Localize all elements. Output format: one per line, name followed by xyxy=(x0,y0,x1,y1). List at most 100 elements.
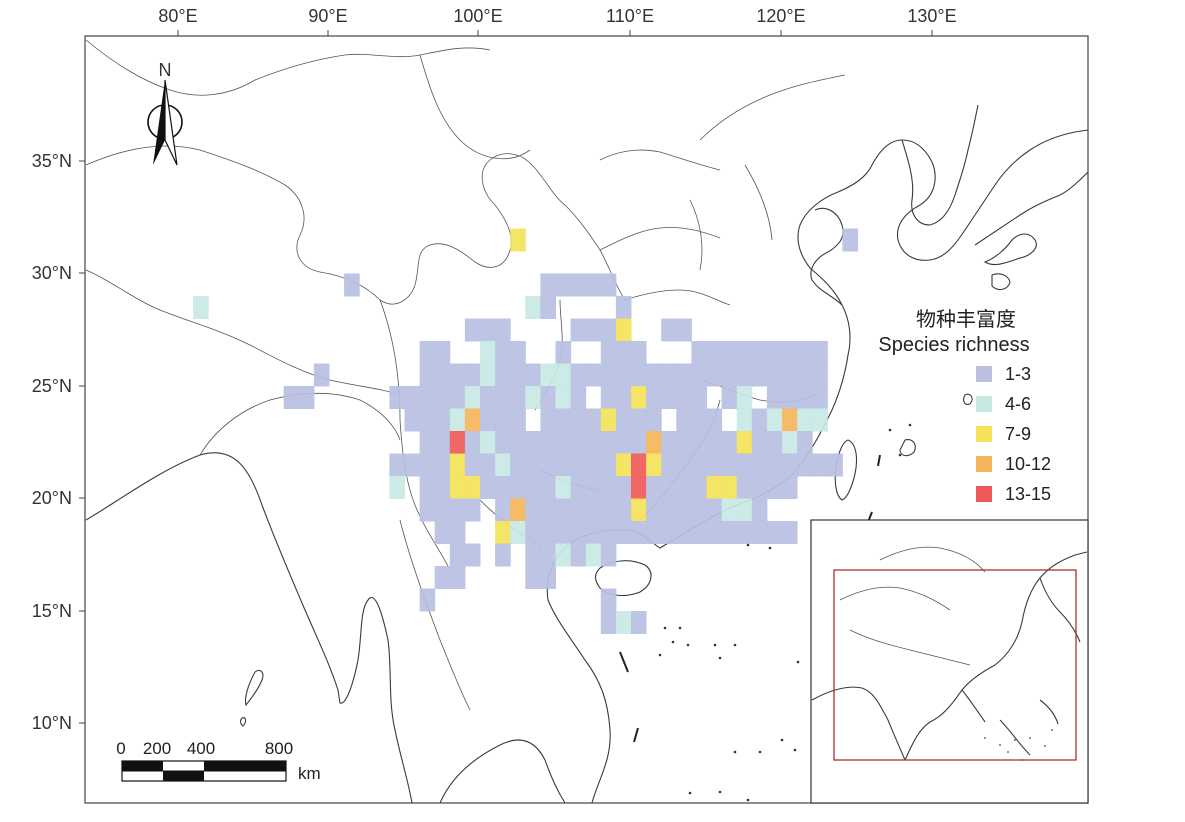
richness-cell xyxy=(525,521,541,544)
richness-cell xyxy=(631,386,647,409)
richness-cell xyxy=(510,498,526,522)
richness-cell xyxy=(782,431,798,454)
richness-cell xyxy=(449,453,466,477)
legend-items: 1-3 4-6 7-9 10-12 13-15 xyxy=(976,364,1051,504)
richness-cell xyxy=(751,431,768,454)
richness-cell xyxy=(600,273,617,297)
richness-cell xyxy=(721,386,738,409)
scale-label-200: 200 xyxy=(143,739,171,758)
richness-cell xyxy=(525,386,541,409)
richness-cell xyxy=(434,453,451,477)
richness-cell xyxy=(540,453,556,477)
richness-cell xyxy=(585,431,602,454)
richness-cell xyxy=(706,363,723,387)
richness-cell xyxy=(812,453,828,477)
richness-cell xyxy=(691,431,707,454)
richness-cell xyxy=(691,386,707,409)
richness-cell xyxy=(646,453,662,477)
richness-cell xyxy=(721,498,738,522)
richness-cell xyxy=(600,386,617,409)
richness-cell xyxy=(570,363,587,387)
richness-cell xyxy=(615,611,632,634)
richness-cell xyxy=(736,431,753,454)
richness-cell xyxy=(631,453,647,477)
richness-cell xyxy=(570,431,587,454)
island-dots xyxy=(658,423,912,802)
richness-cell xyxy=(495,543,511,567)
richness-cell xyxy=(661,386,677,409)
richness-cell xyxy=(706,521,723,544)
richness-cell xyxy=(646,431,662,454)
richness-cell xyxy=(419,476,436,499)
richness-cell xyxy=(570,386,587,409)
richness-cell xyxy=(525,543,541,567)
richness-cell xyxy=(419,588,436,612)
richness-cell xyxy=(555,453,572,477)
richness-cell xyxy=(691,498,707,522)
richness-cell xyxy=(691,521,707,544)
scale-label-400: 400 xyxy=(187,739,215,758)
lon-label-110: 110°E xyxy=(606,6,654,26)
richness-cell xyxy=(464,363,481,387)
richness-cell xyxy=(495,386,511,409)
richness-cell xyxy=(600,408,617,432)
richness-cell xyxy=(736,476,753,499)
richness-cell xyxy=(449,408,466,432)
richness-cell xyxy=(646,386,662,409)
legend-title-cn: 物种丰富度 xyxy=(916,308,1016,331)
richness-cell xyxy=(464,386,481,409)
richness-cell xyxy=(540,363,556,387)
richness-cell xyxy=(540,566,556,589)
richness-cell xyxy=(797,453,813,477)
richness-cell xyxy=(721,363,738,387)
richness-cell xyxy=(706,453,723,477)
richness-cell xyxy=(615,431,632,454)
scale-label-0: 0 xyxy=(116,739,125,758)
richness-cell xyxy=(782,408,798,432)
richness-cell xyxy=(480,318,496,342)
richness-cell xyxy=(419,453,436,477)
richness-cell xyxy=(751,363,768,387)
richness-cell xyxy=(525,566,541,589)
richness-cell xyxy=(570,498,587,522)
inset-coastline xyxy=(811,551,1088,761)
richness-cell xyxy=(600,521,617,544)
richness-cell xyxy=(751,408,768,432)
richness-cell xyxy=(449,431,466,454)
richness-cell xyxy=(782,453,798,477)
richness-cell xyxy=(600,611,617,634)
richness-cell xyxy=(464,476,481,499)
lat-label-30: 30°N xyxy=(32,263,72,283)
richness-cell xyxy=(313,363,330,387)
legend-title-en: Species richness xyxy=(878,334,1029,356)
richness-cell xyxy=(797,341,813,364)
richness-cell xyxy=(510,453,526,477)
richness-cell xyxy=(555,498,572,522)
richness-grid xyxy=(193,228,858,634)
richness-cell xyxy=(661,453,677,477)
land-outlines xyxy=(85,39,1089,804)
richness-cell xyxy=(600,476,617,499)
richness-cell xyxy=(510,431,526,454)
richness-cell xyxy=(193,296,209,319)
richness-cell xyxy=(510,341,526,364)
richness-cell xyxy=(495,498,511,522)
richness-cell xyxy=(782,363,798,387)
richness-cell xyxy=(480,476,496,499)
richness-cell xyxy=(449,363,466,387)
richness-cell xyxy=(555,431,572,454)
richness-cell xyxy=(766,386,783,409)
legend-swatch xyxy=(976,366,992,382)
richness-cell xyxy=(691,408,707,432)
lat-label-20: 20°N xyxy=(32,488,72,508)
legend-label: 13-15 xyxy=(1005,484,1051,504)
richness-cell xyxy=(615,476,632,499)
scale-unit: km xyxy=(298,764,321,783)
bohai-coast xyxy=(810,207,844,306)
richness-cell xyxy=(404,453,421,477)
richness-cell xyxy=(706,498,723,522)
richness-cell xyxy=(631,611,647,634)
richness-cell xyxy=(600,363,617,387)
richness-cell xyxy=(736,341,753,364)
richness-cell xyxy=(540,498,556,522)
